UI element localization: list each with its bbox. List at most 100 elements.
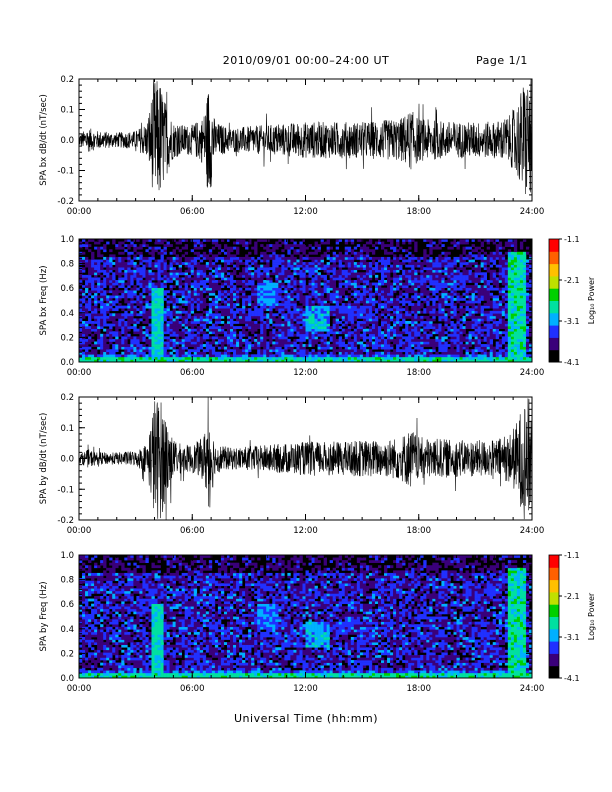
heatmap-cell [220,290,225,294]
heatmap-cell [462,267,466,271]
heatmap-cell [172,354,176,358]
heatmap-cell [263,333,267,337]
heatmap-cell [233,272,237,276]
heatmap-cell [151,287,155,291]
heatmap-cell [447,326,451,329]
heatmap-cell [326,280,330,283]
heatmap-cell [223,326,228,329]
heatmap-cell [290,321,294,324]
heatmap-cell [350,262,355,265]
heatmap-cell [326,254,330,258]
heatmap-cell [239,333,243,337]
heatmap-cell [317,244,321,247]
heatmap-cell [263,349,267,353]
heatmap-cell [396,310,400,314]
heatmap-cell [293,359,297,363]
heatmap-cell [374,308,379,312]
heatmap-cell [187,267,192,271]
heatmap-cell [278,285,282,288]
heatmap-cell [269,333,273,337]
heatmap-cell [332,262,336,265]
heatmap-cell [220,351,225,355]
heatmap-cell [136,354,140,358]
heatmap-cell [272,282,276,286]
heatmap-cell [405,323,409,327]
heatmap-cell [356,333,361,337]
heatmap-cell [435,295,439,299]
heatmap-cell [338,354,343,358]
heatmap-cell [281,323,285,327]
heatmap-cell [266,272,270,276]
heatmap-cell [332,318,336,322]
heatmap-cell [184,354,189,358]
heatmap-cell [145,354,149,358]
heatmap-cell [157,267,161,271]
heatmap-cell [148,297,152,301]
heatmap-cell [85,326,89,329]
heatmap-cell [257,300,261,304]
heatmap-cell [266,351,270,355]
heatmap-cell [178,310,182,314]
heatmap-cell [166,264,170,268]
heatmap-cell [278,259,282,263]
heatmap-cell [393,272,397,276]
heatmap-cell [350,346,355,350]
heatmap-cell [85,259,89,263]
heatmap-cell [166,328,170,332]
heatmap-cell [438,333,442,337]
heatmap-cell [441,336,445,340]
heatmap-cell [317,290,321,294]
heatmap-cell [314,292,318,296]
heatmap-cell [293,351,297,355]
heatmap-cell [202,359,207,363]
heatmap-cell [377,269,382,273]
heatmap-cell [405,313,409,317]
heatmap-cell [136,336,140,340]
heatmap-cell [338,262,343,265]
heatmap-cell [438,300,442,304]
heatmap-cell [305,349,309,353]
heatmap-cell [133,277,137,281]
heatmap-cell [151,346,155,350]
heatmap-cell [233,336,237,340]
heatmap-cell [121,359,125,363]
heatmap-cell [112,280,116,283]
heatmap-cell [100,349,104,353]
heatmap-cell [281,351,285,355]
heatmap-cell [236,346,240,350]
heatmap-cell [175,323,179,327]
heatmap-cell [314,277,318,281]
heatmap-cell [368,249,373,253]
heatmap-cell [432,310,436,314]
heatmap-cell [82,295,86,299]
heatmap-cell [160,262,164,265]
heatmap-cell [205,274,210,278]
heatmap-cell [438,346,442,350]
heatmap-cell [136,239,140,242]
heatmap-cell [462,321,466,324]
heatmap-cell [399,351,403,355]
heatmap-cell [139,244,143,247]
heatmap-cell [359,249,364,253]
heatmap-cell [187,310,192,314]
heatmap-cell [284,333,288,337]
heatmap-cell [350,321,355,324]
heatmap-cell [387,308,391,312]
heatmap-cell [290,303,294,306]
heatmap-cell [456,267,460,271]
heatmap-cell [411,290,415,294]
heatmap-cell [281,256,285,260]
heatmap-cell [414,287,418,291]
heatmap-cell [100,346,104,350]
heatmap-cell [287,315,291,319]
heatmap-cell [211,285,216,288]
heatmap-cell [326,290,330,294]
heatmap-cell [242,282,246,286]
heatmap-cell [157,356,161,360]
heatmap-cell [314,333,318,337]
heatmap-cell [302,308,306,312]
heatmap-cell [305,336,309,340]
heatmap-cell [347,351,352,355]
heatmap-cell [311,326,315,329]
heatmap-cell [438,256,442,260]
